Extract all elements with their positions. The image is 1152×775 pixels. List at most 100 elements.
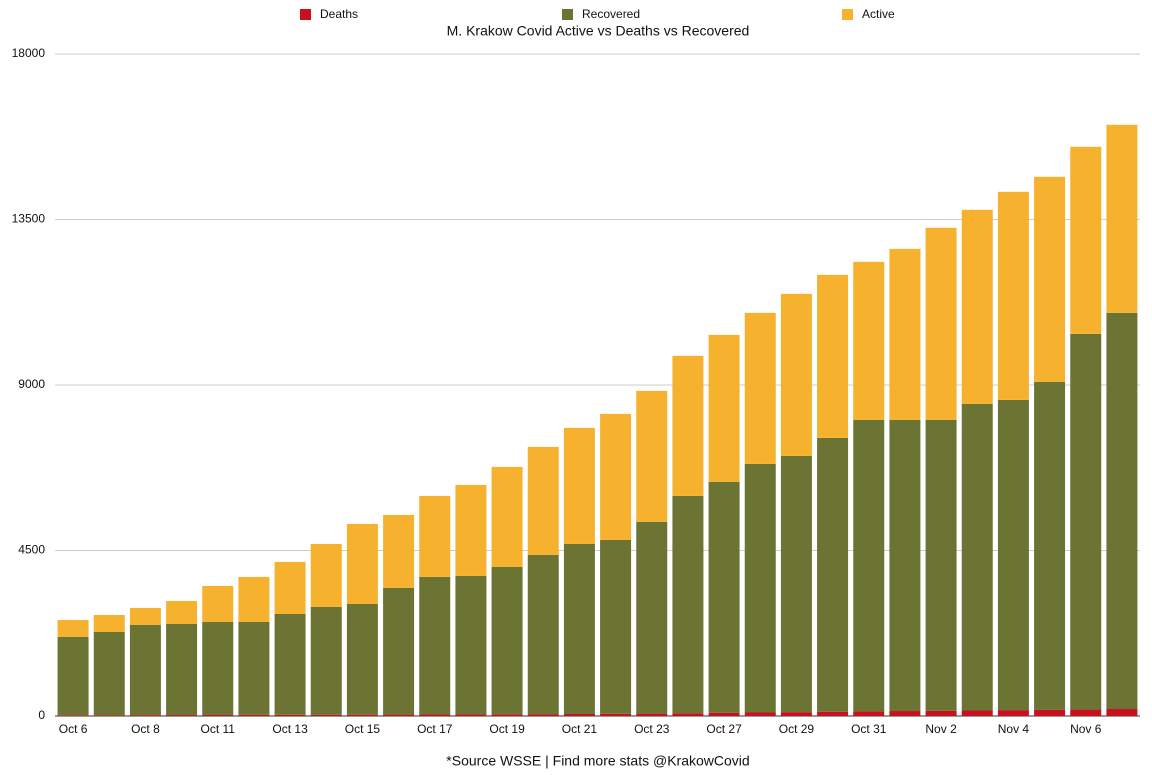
bar-segment: [238, 576, 270, 622]
bar-segment: [455, 714, 487, 716]
x-tick-label: Oct 27: [706, 722, 742, 736]
x-tick-label: Oct 21: [562, 722, 598, 736]
bar-segment: [383, 714, 415, 716]
legend-swatch: [300, 9, 311, 20]
x-tick-label: Oct 17: [417, 722, 453, 736]
bar-segment: [1070, 333, 1102, 710]
bar-segment: [57, 619, 89, 637]
bar-segment: [310, 606, 342, 715]
bar-segment: [672, 713, 704, 716]
bar-segment: [527, 714, 559, 716]
x-tick-label: Oct 8: [131, 722, 160, 736]
bar-segment: [600, 539, 632, 714]
legend-label: Deaths: [320, 7, 358, 21]
y-tick-label: 13500: [12, 212, 46, 226]
bar-segment: [961, 403, 993, 711]
bar-segment: [563, 427, 595, 544]
bar-segment: [961, 710, 993, 716]
chart-title: M. Krakow Covid Active vs Deaths vs Reco…: [447, 23, 750, 39]
bar-segment: [636, 390, 668, 522]
bar-segment: [997, 191, 1029, 400]
bar-segment: [166, 600, 198, 624]
bar-segment: [202, 585, 234, 622]
x-tick-label: Oct 13: [272, 722, 308, 736]
bar-segment: [166, 715, 198, 716]
bar-segment: [346, 714, 378, 716]
bar-segment: [636, 713, 668, 716]
bar-segment: [129, 715, 161, 716]
bar-segment: [817, 274, 849, 438]
bar-segment: [310, 543, 342, 607]
bar-segment: [600, 413, 632, 540]
bar-segment: [274, 714, 306, 716]
bar-segment: [383, 514, 415, 588]
bar-segment: [672, 355, 704, 496]
bar-segment: [563, 713, 595, 716]
bar-segment: [780, 455, 812, 713]
x-tick-label: Oct 6: [59, 722, 88, 736]
bar-segment: [744, 712, 776, 716]
bar-segment: [925, 710, 957, 716]
bar-segment: [346, 603, 378, 715]
bar-segment: [419, 714, 451, 716]
bar-segment: [853, 261, 885, 420]
bar-segment: [274, 613, 306, 715]
bar-segment: [129, 624, 161, 716]
y-tick-label: 18000: [12, 46, 46, 60]
bar-segment: [1034, 381, 1066, 710]
bar-segment: [491, 566, 523, 715]
bar-segment: [93, 631, 125, 716]
bar-segment: [1106, 709, 1138, 716]
bar-segment: [672, 495, 704, 714]
bar-segment: [1106, 124, 1138, 313]
bar-segment: [202, 621, 234, 715]
bar-segment: [57, 715, 89, 716]
bar-segment: [1034, 709, 1066, 716]
y-tick-label: 4500: [18, 543, 45, 557]
bar-segment: [310, 714, 342, 716]
bar-segment: [166, 623, 198, 716]
y-tick-label: 0: [38, 708, 45, 722]
legend-label: Recovered: [582, 7, 640, 21]
y-tick-label: 9000: [18, 377, 45, 391]
bar-segment: [129, 607, 161, 625]
bar-segment: [455, 484, 487, 576]
bar-segment: [202, 714, 234, 716]
bar-segment: [636, 521, 668, 714]
bar-segment: [238, 714, 270, 716]
bar-segment: [961, 209, 993, 404]
x-tick-label: Nov 2: [925, 722, 957, 736]
bar-segment: [817, 711, 849, 716]
x-tick-label: Nov 4: [998, 722, 1030, 736]
bar-segment: [853, 419, 885, 712]
bar-segment: [708, 481, 740, 713]
bar-segment: [889, 248, 921, 420]
bar-segment: [527, 446, 559, 555]
bar-segment: [997, 399, 1029, 711]
bar-segment: [708, 334, 740, 482]
bar-segment: [1070, 146, 1102, 334]
bar-segment: [925, 419, 957, 711]
bar-segment: [491, 714, 523, 716]
bar-segment: [780, 293, 812, 456]
bar-segment: [93, 715, 125, 716]
bar-segment: [744, 463, 776, 713]
bar-segment: [780, 712, 812, 716]
x-tick-label: Nov 6: [1070, 722, 1102, 736]
bar-segment: [455, 575, 487, 715]
x-tick-label: Oct 15: [345, 722, 381, 736]
bar-segment: [744, 312, 776, 464]
legend-swatch: [842, 9, 853, 20]
bar-segment: [997, 710, 1029, 716]
bar-segment: [853, 711, 885, 716]
bar-segment: [563, 543, 595, 714]
bar-segment: [346, 523, 378, 604]
bar-segment: [238, 621, 270, 715]
bar-segment: [889, 419, 921, 712]
bar-segment: [925, 227, 957, 420]
bar-segment: [889, 711, 921, 716]
bar-segment: [419, 576, 451, 715]
x-tick-label: Oct 31: [851, 722, 887, 736]
x-tick-label: Oct 29: [779, 722, 815, 736]
